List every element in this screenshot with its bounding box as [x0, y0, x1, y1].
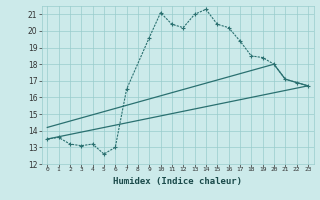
X-axis label: Humidex (Indice chaleur): Humidex (Indice chaleur) — [113, 177, 242, 186]
